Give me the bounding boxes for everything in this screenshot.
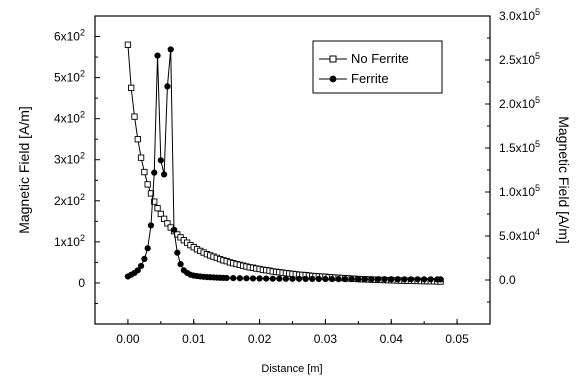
legend-marker-ferrite (329, 75, 337, 83)
data-point-no-ferrite (147, 190, 155, 197)
data-point-ferrite (223, 274, 230, 282)
data-point-ferrite (342, 276, 349, 283)
data-point-ferrite (137, 262, 145, 270)
legend: No Ferrite Ferrite (312, 40, 443, 94)
right-y-tick-label: 1.0x105 (499, 183, 540, 199)
data-point-ferrite (437, 276, 444, 283)
data-point-no-ferrite (141, 168, 148, 176)
data-point-ferrite (374, 276, 382, 283)
right-y-axis-title: Magnetic Field [A/m] (556, 116, 572, 244)
data-point-no-ferrite (137, 154, 145, 161)
data-point-ferrite (388, 276, 395, 283)
data-point-ferrite (177, 261, 184, 268)
data-point-ferrite (276, 275, 283, 282)
data-point-ferrite (401, 276, 408, 283)
x-tick-label: 0.02 (248, 332, 272, 346)
x-axis-ticks: 0.00 0.01 0.02 0.03 0.04 0.05 (94, 319, 491, 346)
right-y-tick-label: 5.0x104 (499, 227, 540, 243)
data-point-ferrite (414, 276, 421, 283)
data-point-ferrite (154, 52, 161, 59)
right-y-axis-ticks: 0.0 5.0x104 1.0x105 1.5x105 2.0x105 2.5x105 3.… (485, 7, 540, 303)
data-point-ferrite (289, 275, 296, 282)
left-y-tick-label: 6x102 (54, 28, 85, 44)
x-axis-title: Distance [m] (261, 363, 322, 375)
legend-box (312, 40, 443, 94)
left-y-tick-label: 1x102 (54, 233, 85, 249)
data-point-ferrite (236, 275, 243, 282)
data-point-ferrite (348, 276, 355, 283)
data-point-ferrite (249, 275, 257, 282)
data-point-ferrite (282, 275, 290, 282)
data-point-no-ferrite (128, 84, 135, 92)
left-y-axis-title: Magnetic Field [A/m] (16, 106, 32, 234)
left-y-tick-label: 2x102 (54, 192, 85, 208)
series-line-ferrite (127, 49, 441, 280)
right-y-tick-label: 2.0x105 (499, 95, 540, 111)
x-tick-label: 0.04 (380, 332, 404, 346)
data-point-ferrite (141, 255, 148, 262)
data-point-ferrite (161, 171, 168, 178)
series-ferrite (124, 46, 444, 283)
data-point-ferrite (421, 276, 428, 283)
data-point-ferrite (157, 157, 164, 164)
x-tick-label: 0.03 (314, 332, 338, 346)
right-y-tick-label: 1.5x105 (499, 139, 540, 155)
data-point-ferrite (295, 275, 303, 282)
data-point-ferrite (309, 275, 316, 283)
left-y-tick-label: 3x102 (54, 151, 85, 167)
data-point-ferrite (427, 276, 434, 283)
data-point-ferrite (322, 275, 329, 283)
data-point-no-ferrite (160, 215, 168, 223)
left-y-tick-label: 5x102 (54, 69, 85, 85)
left-y-tick-label: 0 (78, 276, 85, 290)
data-point-ferrite (151, 169, 158, 176)
data-point-no-ferrite (124, 41, 132, 48)
data-point-ferrite (134, 267, 141, 274)
data-point-no-ferrite (131, 113, 138, 120)
data-point-ferrite (174, 249, 181, 256)
data-point-ferrite (394, 276, 401, 283)
data-point-ferrite (407, 276, 415, 283)
data-point-ferrite (230, 275, 237, 282)
data-point-no-ferrite (144, 181, 151, 188)
data-point-ferrite (355, 276, 362, 283)
x-tick-label: 0.05 (445, 332, 469, 346)
data-point-ferrite (302, 275, 309, 282)
right-y-tick-label: 0.0 (499, 273, 516, 287)
data-point-ferrite (361, 276, 369, 283)
data-point-ferrite (144, 245, 151, 252)
data-point-ferrite (335, 276, 342, 283)
data-point-no-ferrite (151, 198, 158, 205)
left-y-axis-ticks: 0 1x102 2x102 3x102 4x102 5x102 6x102 (54, 15, 100, 304)
data-point-ferrite (167, 46, 174, 53)
data-point-ferrite (256, 275, 263, 282)
right-y-tick-label: 2.5x105 (499, 51, 540, 67)
left-y-tick-label: 4x102 (54, 110, 85, 126)
x-tick-label: 0.01 (182, 332, 206, 346)
data-point-no-ferrite (164, 220, 171, 227)
legend-label-no-ferrite: No Ferrite (351, 51, 409, 66)
legend-label-ferrite: Ferrite (351, 71, 389, 86)
data-point-ferrite (368, 276, 375, 283)
data-point-no-ferrite (157, 210, 164, 218)
data-point-ferrite (164, 83, 171, 90)
data-point-ferrite (170, 226, 178, 233)
data-point-ferrite (328, 275, 336, 283)
data-point-no-ferrite (154, 205, 161, 212)
legend-marker-no-ferrite (329, 55, 337, 63)
data-point-no-ferrite (134, 136, 141, 143)
data-point-ferrite (315, 275, 322, 283)
data-point-ferrite (269, 275, 276, 282)
series-layer (124, 41, 444, 285)
data-point-ferrite (381, 276, 388, 283)
data-point-ferrite (147, 222, 155, 229)
data-point-ferrite (263, 275, 270, 282)
right-y-tick-label: 3.0x105 (499, 7, 540, 23)
x-tick-label: 0.00 (116, 332, 140, 346)
data-point-ferrite (243, 275, 250, 282)
